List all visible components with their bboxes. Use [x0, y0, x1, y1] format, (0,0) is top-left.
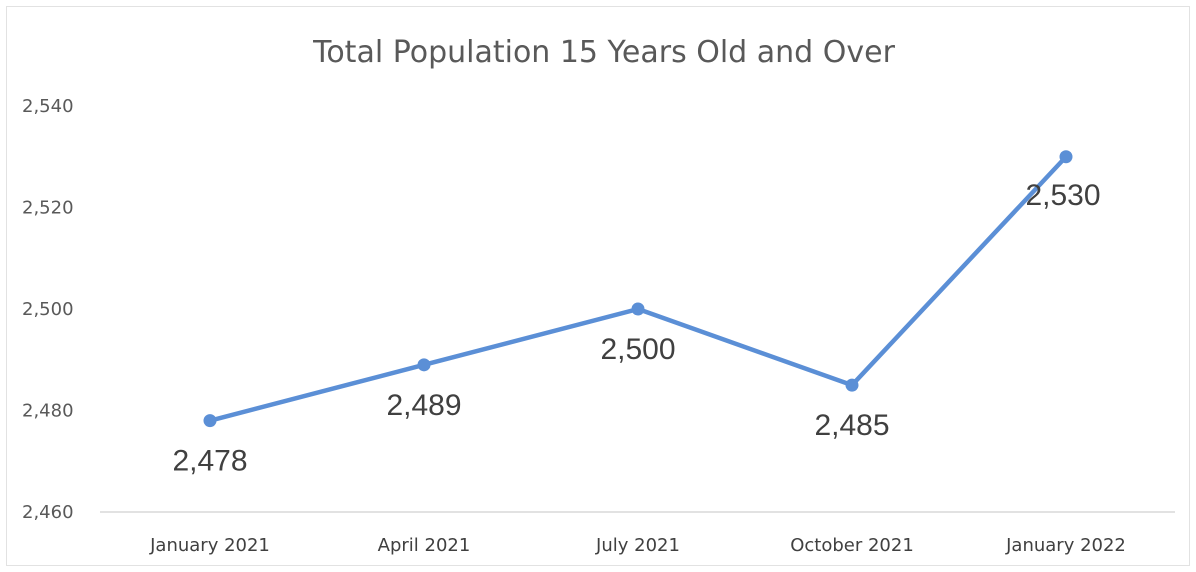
- data-point: [417, 358, 431, 372]
- data-label: 2,500: [600, 333, 675, 366]
- y-tick-label: 2,520: [22, 198, 74, 219]
- x-tick-label: January 2022: [1005, 535, 1126, 556]
- data-point: [1059, 150, 1073, 164]
- y-tick-label: 2,460: [22, 502, 74, 523]
- data-point: [845, 378, 859, 392]
- data-label: 2,485: [814, 409, 889, 442]
- data-points: [203, 150, 1073, 428]
- data-label: 2,489: [386, 389, 461, 422]
- x-tick-label: July 2021: [595, 535, 680, 556]
- x-axis-ticks: January 2021 April 2021 July 2021 October 2…: [149, 535, 1126, 556]
- x-tick-label: April 2021: [378, 535, 471, 556]
- x-tick-label: October 2021: [790, 535, 914, 556]
- series-population: [207, 154, 1069, 423]
- y-tick-label: 2,540: [22, 96, 74, 117]
- x-tick-label: January 2021: [149, 535, 270, 556]
- y-tick-label: 2,480: [22, 401, 74, 422]
- chart-frame: [6, 6, 1190, 566]
- y-axis-ticks: 2,460 2,480 2,500 2,520 2,540: [22, 96, 74, 523]
- data-labels: 2,478 2,489 2,500 2,485 2,530: [172, 179, 1100, 478]
- data-point: [203, 414, 217, 428]
- y-tick-label: 2,500: [22, 299, 74, 320]
- series-line: [207, 154, 1069, 423]
- chart-title: Total Population 15 Years Old and Over: [312, 35, 895, 70]
- data-label: 2,478: [172, 445, 247, 478]
- data-point: [631, 302, 645, 316]
- data-label: 2,530: [1025, 179, 1100, 212]
